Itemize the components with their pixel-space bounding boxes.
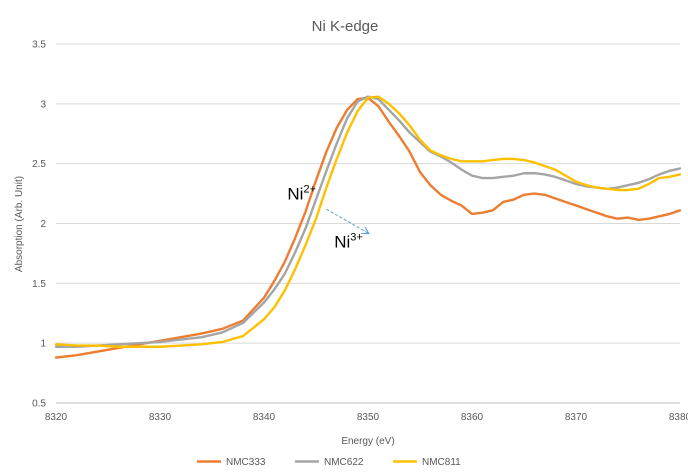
- y-tick-label: 2.5: [32, 159, 46, 170]
- x-axis: 8320 8330 8340 8350 8360 8370 8380: [45, 412, 688, 423]
- x-axis-title: Energy (eV): [341, 436, 394, 447]
- y-tick-label: 1: [40, 339, 46, 350]
- y-tick-label: 0.5: [32, 399, 46, 410]
- y-axis-title: Absorption (Arb. Unit): [14, 176, 25, 272]
- y-tick-label: 1.5: [32, 279, 46, 290]
- annotation-base: Ni: [287, 185, 303, 204]
- series-line-nmc622: [54, 95, 682, 348]
- legend-item-nmc333: NMC333: [197, 457, 266, 468]
- x-tick-label: 8380: [669, 412, 688, 423]
- y-tick-label: 3.5: [32, 40, 46, 51]
- y-tick-label: 2: [40, 219, 46, 230]
- x-tick-label: 8320: [45, 412, 68, 423]
- chart-title: Ni K-edge: [312, 18, 379, 35]
- legend-item-nmc622: NMC622: [295, 457, 364, 468]
- series-line-nmc811: [54, 95, 682, 348]
- x-tick-label: 8370: [565, 412, 588, 423]
- annotation-superscript: 2+: [303, 184, 316, 196]
- x-tick-label: 8360: [461, 412, 484, 423]
- y-tick-label: 3: [40, 99, 46, 110]
- annotation-superscript: 3+: [350, 231, 363, 243]
- legend-item-nmc811: NMC811: [393, 457, 461, 468]
- grid: [56, 43, 680, 404]
- x-tick-label: 8350: [357, 412, 380, 423]
- annotations: Ni2+Ni3+: [287, 184, 368, 251]
- x-tick-label: 8340: [253, 412, 276, 423]
- annotation-label: Ni3+: [334, 231, 363, 251]
- legend-label: NMC622: [324, 457, 364, 468]
- y-axis: 0.5 1 1.5 2 2.5 3 3.5: [32, 40, 46, 410]
- legend: NMC333 NMC622 NMC811: [197, 457, 461, 468]
- x-tick-label: 8330: [149, 412, 172, 423]
- annotation-arrow: [326, 208, 368, 233]
- legend-label: NMC333: [226, 457, 266, 468]
- annotation-label: Ni2+: [287, 184, 316, 204]
- legend-label: NMC811: [422, 457, 461, 468]
- series-line-nmc333: [54, 96, 682, 359]
- series-layer: [54, 95, 682, 359]
- annotation-base: Ni: [334, 232, 350, 251]
